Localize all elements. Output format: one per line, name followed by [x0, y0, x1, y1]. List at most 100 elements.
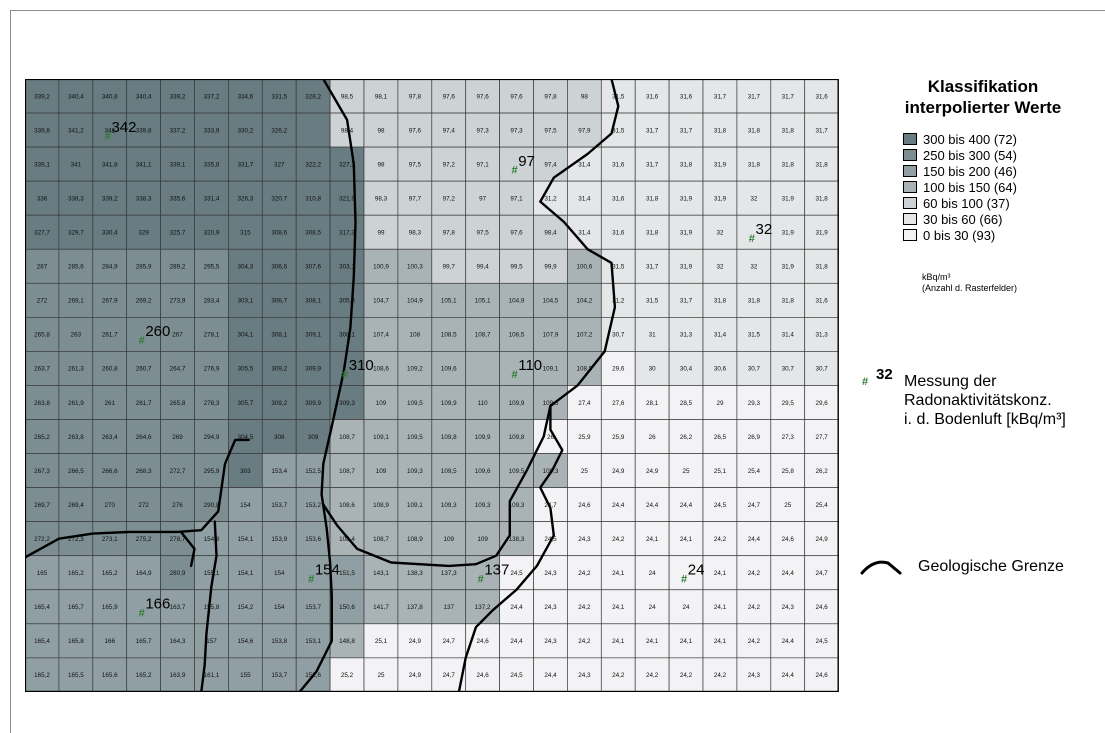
cell-value: 272: [138, 502, 149, 509]
cell-value: 309,1: [305, 332, 321, 339]
cell-value: 260,7: [136, 366, 152, 373]
cell-value: 31,6: [680, 93, 693, 100]
raster-cell: [600, 351, 636, 386]
cell-value: 310,8: [305, 195, 321, 202]
raster-cell: [228, 112, 263, 148]
cell-value: 24,4: [680, 502, 693, 509]
measurement-line: i. d. Bodenluft [kBq/m³]: [904, 411, 1066, 428]
cell-value: 24,7: [443, 672, 456, 679]
cell-value: 339,2: [102, 195, 118, 202]
raster-cell: [261, 112, 297, 148]
raster-cell: [600, 589, 636, 625]
cell-value: 31,7: [714, 93, 727, 100]
raster-cell: [24, 487, 60, 523]
cell-value: 109: [376, 400, 387, 407]
legend-swatch: [903, 149, 917, 161]
cell-value: 340,4: [68, 93, 84, 100]
cell-value: 31,5: [646, 298, 659, 305]
legend-item: 0 bis 30 (93): [903, 227, 1017, 243]
raster-cell: [228, 453, 263, 488]
cell-value: 305,5: [237, 366, 253, 373]
raster-cell: [804, 487, 839, 523]
cell-value: 269,7: [34, 502, 50, 509]
raster-cell: [634, 78, 670, 114]
cell-value: 24,7: [443, 638, 456, 645]
measurement-value: 154: [315, 561, 340, 578]
grid-border: [24, 78, 839, 693]
cell-value: 154,6: [237, 638, 253, 645]
raster-cell: [397, 317, 433, 352]
cell-value: 98,4: [341, 127, 354, 134]
cell-value: 153,7: [271, 502, 287, 509]
cell-value: 31,9: [782, 264, 795, 271]
cell-value: 153,2: [305, 502, 321, 509]
cell-value: 327,7: [34, 230, 50, 237]
cell-value: 24,1: [646, 638, 659, 645]
raster-cell: [431, 419, 467, 454]
cell-value: 305,7: [237, 400, 253, 407]
cell-value: 31,7: [816, 127, 829, 134]
raster-cell: [736, 623, 772, 659]
cell-value: 27,7: [816, 434, 829, 441]
raster-cell: [194, 180, 229, 216]
raster-cell: [58, 657, 94, 693]
cell-value: 331,4: [204, 195, 220, 202]
cell-value: 308,1: [339, 332, 355, 339]
cell-value: 24,1: [612, 638, 625, 645]
cell-value: 31,9: [816, 230, 829, 237]
cell-value: 24,2: [578, 638, 591, 645]
raster-cell: [533, 521, 568, 557]
cell-value: 278,1: [204, 332, 220, 339]
raster-cell: [533, 112, 568, 148]
raster-cell: [804, 555, 839, 591]
cell-value: 109,9: [441, 400, 457, 407]
cell-value: 309,3: [339, 400, 355, 407]
cell-value: 330,4: [102, 230, 118, 237]
cell-value: 266,5: [68, 468, 84, 475]
cell-value: 97,9: [578, 127, 591, 134]
cell-value: 166: [104, 638, 115, 645]
raster-cell: [58, 282, 94, 318]
cell-value: 24,2: [646, 672, 659, 679]
cell-value: 109,8: [441, 434, 457, 441]
cell-value: 99: [377, 230, 385, 237]
cell-value: 330,2: [237, 127, 253, 134]
cell-value: 261,9: [68, 400, 84, 407]
measurement-marker: #: [478, 573, 484, 585]
cell-value: 305,8: [339, 298, 355, 305]
cell-value: 329: [138, 230, 149, 237]
unit-note: (Anzahl d. Rasterfelder): [922, 283, 1018, 293]
raster-cell: [363, 146, 399, 182]
raster-cell: [228, 317, 263, 352]
raster-cell: [363, 248, 399, 284]
legend-item-label: 300 bis 400 (72): [923, 131, 1017, 147]
cell-value: 153,9: [271, 536, 287, 543]
cell-value: 109,9: [509, 400, 525, 407]
cell-value: 31,8: [816, 195, 829, 202]
cell-value: 97: [479, 195, 487, 202]
cell-value: 327: [274, 161, 285, 168]
measurement-marker: #: [511, 369, 517, 381]
measurement-example-value: 32: [876, 366, 893, 383]
cell-value: 107,2: [576, 332, 592, 339]
raster-cell: [24, 282, 60, 318]
raster-cell: [567, 623, 602, 659]
cell-value: 97,6: [510, 230, 523, 237]
cell-value: 154: [274, 604, 285, 611]
raster-cell: [702, 555, 738, 591]
cell-value: 265,8: [170, 400, 186, 407]
raster-cell: [668, 146, 704, 182]
cell-value: 24,4: [646, 502, 659, 509]
raster-cell: [702, 214, 738, 250]
cell-value: 341,2: [68, 127, 84, 134]
raster-cell: [24, 248, 60, 284]
raster-cell: [736, 453, 772, 488]
cell-value: 153,8: [271, 638, 287, 645]
raster-cell: [600, 214, 636, 250]
cell-value: 165,5: [68, 672, 84, 679]
raster-cell: [160, 521, 195, 557]
measurement-value: 310: [349, 357, 374, 374]
cell-value: 24,5: [510, 570, 523, 577]
cell-value: 32: [750, 195, 758, 202]
raster-cell: [261, 146, 297, 182]
